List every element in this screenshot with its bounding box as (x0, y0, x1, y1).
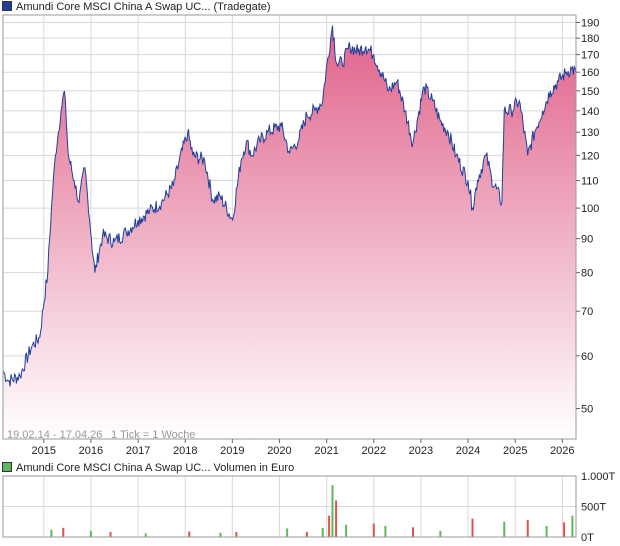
volume-y-tick-label: 500T (581, 502, 606, 514)
price-y-tick-label: 120 (581, 150, 599, 162)
price-y-tick-label: 190 (581, 18, 599, 30)
volume-bar (219, 532, 222, 537)
price-y-tick-label: 70 (581, 306, 593, 318)
price-y-tick-label: 50 (581, 404, 593, 416)
volume-bar (384, 526, 387, 537)
volume-bar (526, 519, 529, 537)
volume-bar (471, 518, 474, 537)
volume-gridlines (3, 475, 576, 538)
price-x-tick-label: 2020 (267, 445, 291, 457)
price-x-tick-label: 2019 (220, 445, 244, 457)
volume-bar (235, 532, 238, 537)
volume-bar (345, 524, 348, 537)
price-y-tick-label: 100 (581, 203, 599, 215)
volume-bar (321, 527, 324, 537)
price-y-tick-label: 60 (581, 351, 593, 363)
volume-bar (331, 485, 334, 537)
price-x-tick-label: 2015 (32, 445, 56, 457)
price-x-tick-label: 2026 (550, 445, 574, 457)
price-area (3, 25, 576, 439)
volume-bar (109, 532, 112, 537)
tick-note-label: 1 Tick = 1 Woche (111, 429, 195, 441)
volume-bar (50, 529, 53, 537)
price-y-tick-label: 150 (581, 86, 599, 98)
price-x-tick-label: 2023 (409, 445, 433, 457)
volume-bar (412, 527, 415, 537)
volume-bar (188, 531, 191, 537)
price-legend: Amundi Core MSCI China A Swap UC... (Tra… (2, 0, 271, 14)
volume-bar (62, 527, 65, 537)
price-legend-swatch (2, 1, 12, 11)
volume-legend: Amundi Core MSCI China A Swap UC... Volu… (2, 461, 294, 475)
volume-bar (144, 533, 147, 537)
volume-bar (571, 515, 574, 537)
volume-bar (503, 521, 506, 537)
price-y-tick-label: 160 (581, 67, 599, 79)
volume-bar (89, 530, 92, 537)
volume-bar (335, 500, 338, 537)
price-x-tick-label: 2021 (314, 445, 338, 457)
volume-y-axis: 1.000T 500T 0T (581, 471, 616, 544)
volume-y-tick-label: 1.000T (581, 471, 616, 483)
price-y-axis: 190 180 170 160 150 140 130 120 110 100 90 80 70 60 50 (576, 18, 599, 416)
price-line (2, 25, 577, 387)
volume-bar (305, 532, 308, 537)
price-y-tick-label: 140 (581, 106, 599, 118)
price-x-tick-label: 2025 (503, 445, 527, 457)
volume-bar (563, 522, 566, 537)
price-x-tick-label: 2022 (362, 445, 386, 457)
price-y-tick-label: 80 (581, 268, 593, 280)
price-plot-frame (2, 14, 577, 440)
price-x-tick-label: 2024 (456, 445, 480, 457)
volume-y-tick-label: 0T (581, 532, 594, 544)
price-y-tick-label: 170 (581, 50, 599, 62)
volume-bar (439, 530, 442, 537)
price-x-tick-label: 2016 (79, 445, 103, 457)
price-y-tick-label: 90 (581, 234, 593, 246)
volume-bars (50, 485, 574, 537)
price-x-tick-label: 2017 (126, 445, 150, 457)
price-x-tick-label: 2018 (173, 445, 197, 457)
volume-legend-swatch (2, 462, 12, 472)
volume-plot-frame (2, 475, 577, 538)
volume-bar (545, 526, 548, 537)
volume-bar (372, 523, 375, 537)
volume-legend-label: Amundi Core MSCI China A Swap UC... Volu… (16, 462, 295, 474)
date-range-label: 19.02.14 - 17.04.26 (7, 429, 102, 441)
price-x-axis: 2015 2016 2017 2018 2019 2020 2021 2022 2023 2024… (32, 439, 575, 457)
volume-bar (328, 515, 331, 537)
price-legend-label: Amundi Core MSCI China A Swap UC... (Tra… (16, 1, 271, 13)
price-y-tick-label: 110 (581, 176, 599, 188)
price-y-tick-label: 130 (581, 127, 599, 139)
volume-bar (286, 528, 289, 537)
price-y-tick-label: 180 (581, 33, 599, 45)
